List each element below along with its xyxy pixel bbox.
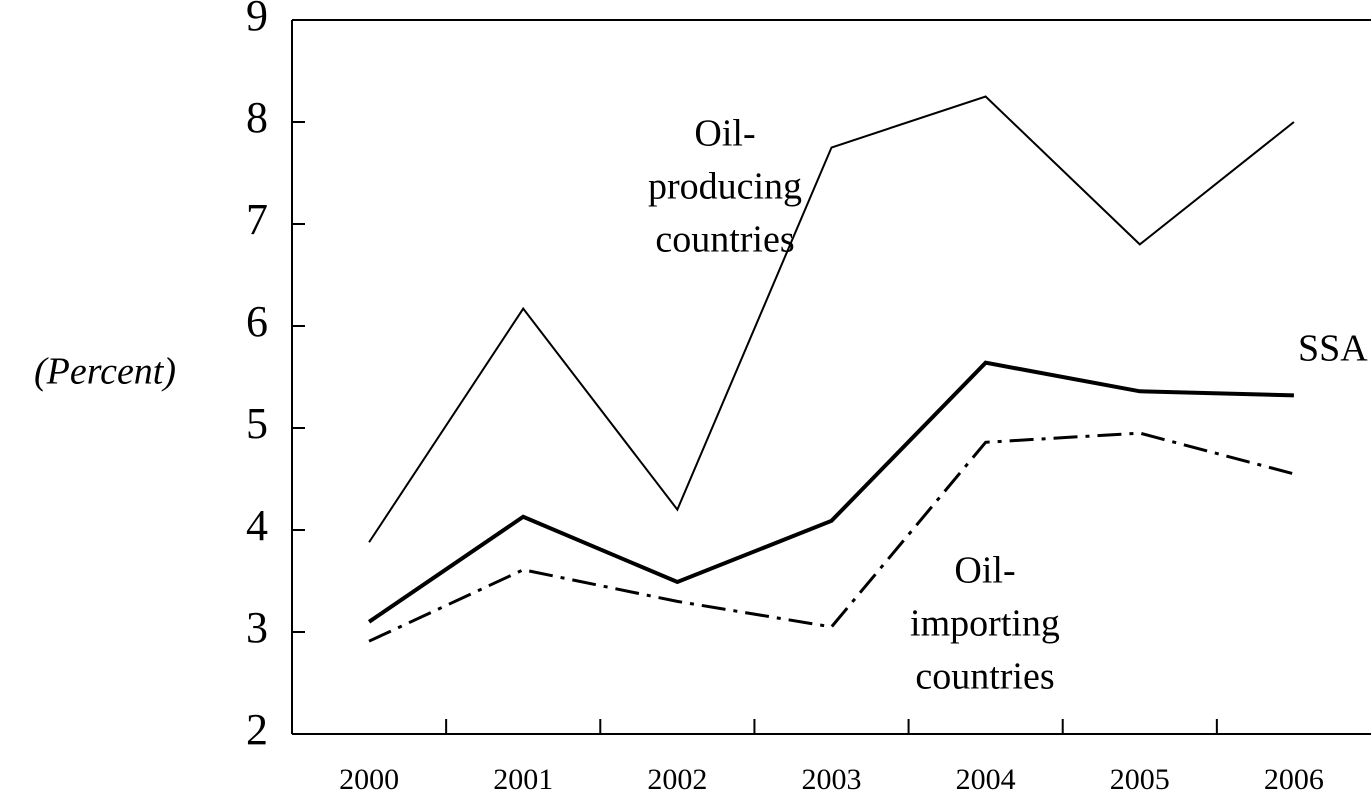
series-line	[367, 360, 1294, 624]
x-tick-label: 2003	[802, 763, 862, 796]
series-label: countries	[655, 219, 794, 261]
y-tick-label: 3	[246, 603, 268, 652]
y-tick-label: 6	[246, 297, 268, 346]
y-tick-label: 8	[246, 93, 268, 142]
y-tick-label: 5	[246, 399, 268, 448]
series-label: SSA	[1298, 328, 1368, 370]
series-line	[368, 431, 1295, 643]
x-tick-label: 2000	[339, 763, 399, 796]
x-tick-label: 2002	[647, 763, 707, 796]
y-axis-label: (Percent)	[34, 351, 176, 393]
x-tick-label: 2001	[493, 763, 553, 796]
series-label: Oil-	[954, 550, 1015, 592]
series-label: Oil-	[694, 113, 755, 155]
series-line	[368, 95, 1295, 543]
x-tick-label: 2006	[1264, 763, 1324, 796]
y-tick-label: 9	[246, 0, 268, 40]
y-tick-label: 4	[246, 501, 268, 550]
series-label: countries	[915, 656, 1054, 698]
x-tick-label: 2004	[956, 763, 1016, 796]
series-label: importing	[910, 603, 1060, 645]
x-tick-label: 2005	[1110, 763, 1170, 796]
series-label: producing	[648, 166, 802, 208]
y-tick-label: 7	[246, 195, 268, 244]
y-tick-label: 2	[246, 705, 268, 754]
